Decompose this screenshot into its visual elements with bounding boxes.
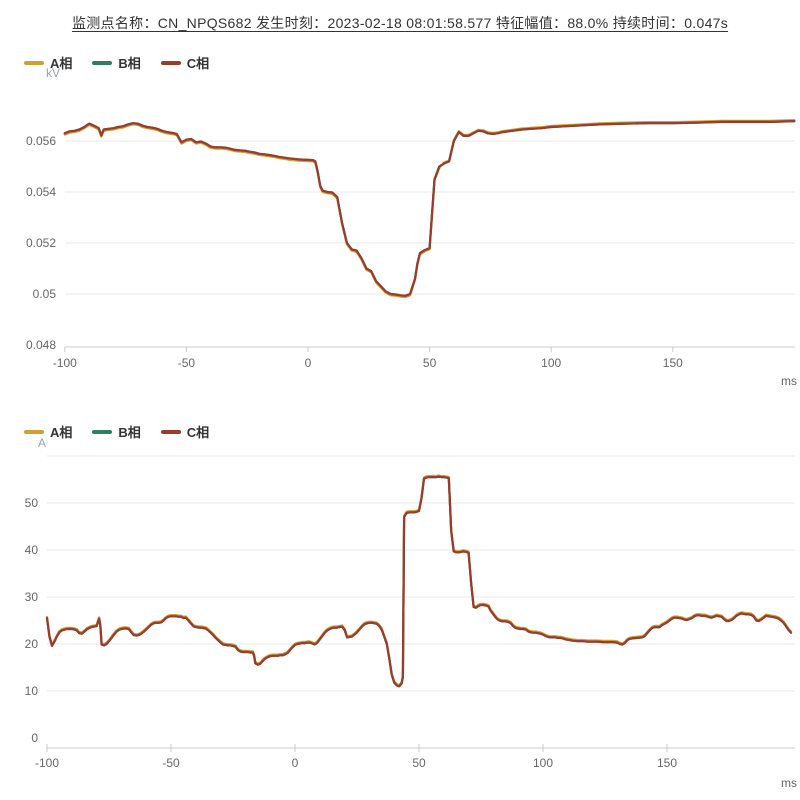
x-tick-label: -100 <box>35 756 59 770</box>
x-tick-label: -100 <box>53 356 77 370</box>
legend-item-label: C相 <box>186 424 210 440</box>
series-line-phase-b <box>63 120 796 297</box>
legend-item-phase-c[interactable]: C相 <box>160 55 210 71</box>
y-tick-label: 50 <box>25 496 39 510</box>
series-line-phase-a <box>63 119 796 299</box>
y-tick-label: 0.052 <box>26 236 56 250</box>
x-tick-label: 0 <box>305 356 312 370</box>
legend-swatch <box>24 430 44 434</box>
x-tick-label: 50 <box>423 356 437 370</box>
page-title: 监测点名称：CN_NPQS682 发生时刻：2023-02-18 08:01:5… <box>71 15 729 31</box>
y-tick-label: 0.05 <box>33 287 57 301</box>
y-tick-label: 0.056 <box>26 134 56 148</box>
voltage-unit-label: kV <box>46 66 61 80</box>
legend-swatch <box>24 61 44 65</box>
x-axis-unit-label: ms <box>781 374 797 388</box>
voltage-chart-canvas[interactable]: -100 -50 0 50 100 150 ms 0.048 0.05 0.052 0.054 0.0… <box>0 88 800 400</box>
current-chart-legend: A相 B相 C相 <box>24 423 209 441</box>
legend-item-phase-c[interactable]: C相 <box>160 424 210 440</box>
x-tick-label: 100 <box>533 756 553 770</box>
legend-item-label: A相 <box>50 424 73 440</box>
voltage-chart-legend: A相 B相 C相 <box>24 54 209 72</box>
legend-item-label: B相 <box>118 424 141 440</box>
legend-swatch <box>160 61 181 65</box>
series-line-phase-c <box>63 120 796 297</box>
x-tick-label: 0 <box>292 756 299 770</box>
legend-item-label: B相 <box>118 55 141 71</box>
y-tick-label: 0 <box>31 731 38 745</box>
y-tick-label: 20 <box>25 637 39 651</box>
y-tick-label: 40 <box>25 543 39 557</box>
x-axis-unit-label: ms <box>781 776 797 790</box>
x-tick-label: 150 <box>657 756 677 770</box>
legend-item-phase-a[interactable]: A相 <box>24 57 72 70</box>
legend-item-phase-b[interactable]: B相 <box>92 55 141 71</box>
legend-item-phase-a[interactable]: A相 <box>24 426 72 439</box>
x-tick-label: -50 <box>178 356 196 370</box>
y-tick-label: 30 <box>25 590 39 604</box>
x-tick-label: 150 <box>663 356 683 370</box>
x-tick-label: -50 <box>162 756 180 770</box>
series-line-phase-c <box>45 475 793 688</box>
legend-swatch <box>92 61 113 65</box>
legend-item-phase-b[interactable]: B相 <box>92 424 141 440</box>
y-tick-label: 10 <box>25 684 39 698</box>
y-tick-label: 0.048 <box>26 338 56 352</box>
legend-swatch <box>92 430 113 434</box>
x-tick-label: 100 <box>541 356 561 370</box>
y-tick-label: 0.054 <box>26 185 56 199</box>
current-unit-label: A <box>38 436 47 450</box>
current-chart-canvas[interactable]: -100 -50 0 50 100 150 ms 0 10 20 30 40 50 <box>0 448 800 800</box>
legend-swatch <box>160 430 181 434</box>
x-tick-label: 50 <box>412 756 426 770</box>
legend-item-label: C相 <box>186 55 210 71</box>
legend-item-label: A相 <box>50 55 73 71</box>
